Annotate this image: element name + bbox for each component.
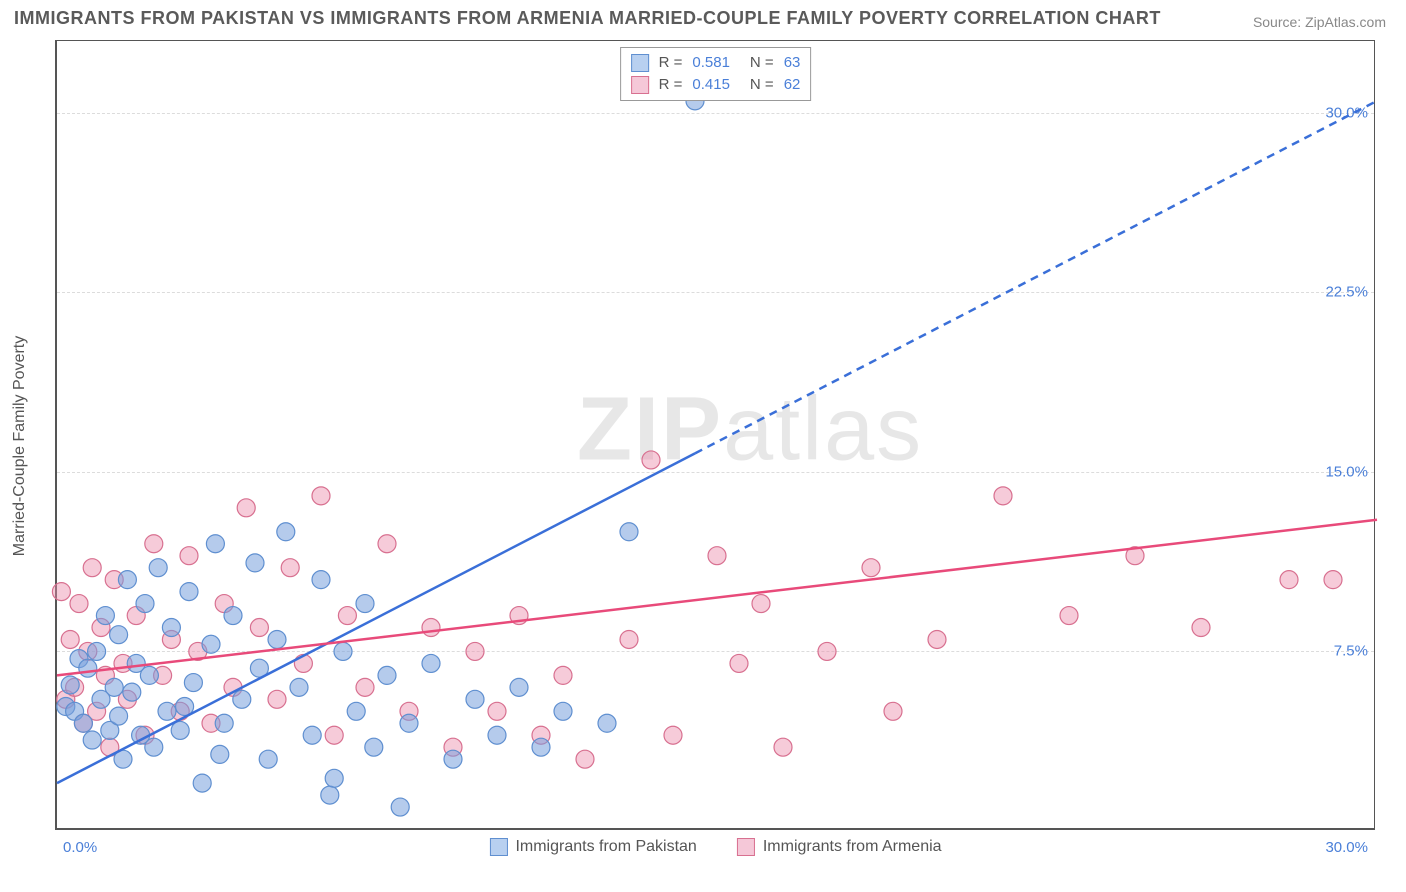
source-label: Source: ZipAtlas.com [1253, 14, 1386, 30]
legend-r-label: R = [659, 52, 683, 74]
legend-swatch-series-2 [631, 76, 649, 94]
legend-top-row-2: R = 0.415 N = 62 [631, 74, 801, 96]
legend-bottom-label-2: Immigrants from Armenia [763, 838, 942, 856]
legend-r-value-1: 0.581 [692, 52, 730, 74]
legend-bottom-swatch-1 [489, 838, 507, 856]
plot-area: ZIPatlas 7.5%15.0%22.5%30.0% R = 0.581 N… [55, 40, 1375, 830]
legend-bottom-item-2: Immigrants from Armenia [737, 838, 942, 856]
chart-title: IMMIGRANTS FROM PAKISTAN VS IMMIGRANTS F… [14, 8, 1161, 29]
legend-bottom-label-1: Immigrants from Pakistan [515, 838, 696, 856]
legend-bottom: Immigrants from Pakistan Immigrants from… [489, 838, 941, 856]
legend-top-row-1: R = 0.581 N = 63 [631, 52, 801, 74]
legend-r-label: R = [659, 74, 683, 96]
x-tick-right: 30.0% [1325, 839, 1368, 856]
legend-bottom-item-1: Immigrants from Pakistan [489, 838, 696, 856]
legend-n-value-2: 62 [784, 74, 801, 96]
legend-swatch-series-1 [631, 54, 649, 72]
legend-r-value-2: 0.415 [692, 74, 730, 96]
legend-top: R = 0.581 N = 63 R = 0.415 N = 62 [620, 47, 812, 101]
chart-svg [57, 41, 1374, 828]
x-tick-left: 0.0% [63, 839, 97, 856]
legend-n-value-1: 63 [784, 52, 801, 74]
legend-n-label: N = [750, 52, 774, 74]
legend-bottom-swatch-2 [737, 838, 755, 856]
y-axis-label: Married-Couple Family Poverty [11, 336, 29, 557]
legend-n-label: N = [750, 74, 774, 96]
